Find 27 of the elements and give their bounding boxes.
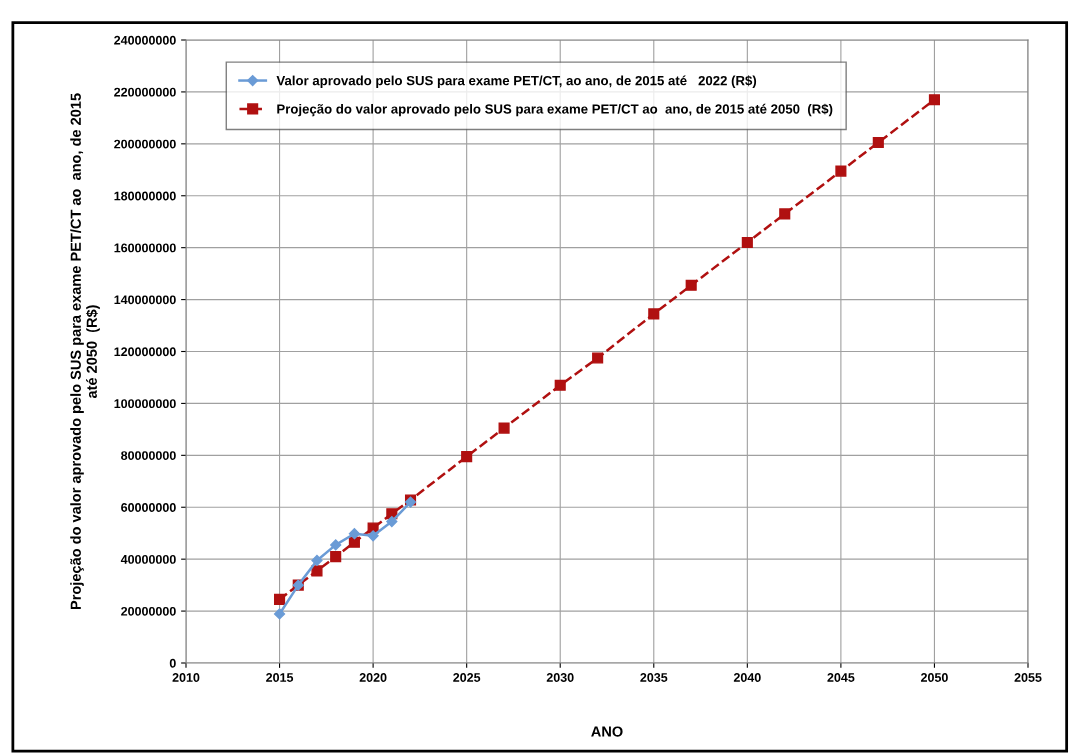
x-tick-label: 2035: [640, 673, 668, 682]
x-tick-label: 2045: [827, 673, 855, 682]
y-tick-label: 0: [169, 658, 176, 668]
y-tick-label: 240000000: [114, 35, 176, 45]
x-tick-label: 2015: [266, 673, 294, 682]
x-tick-label: 2025: [453, 673, 481, 682]
y-tick-label: 160000000: [114, 243, 176, 253]
y-tick-label: 220000000: [114, 87, 176, 97]
x-axis-title: ANO: [591, 726, 623, 737]
x-tick-label: 2020: [359, 673, 387, 682]
y-tick-label: 180000000: [114, 191, 176, 201]
x-tick-label: 2050: [920, 673, 948, 682]
legend-label: Valor aprovado pelo SUS para exame PET/CT, ao ano, de 2015 até 2022 (R$): [276, 75, 757, 88]
x-tick-label: 2040: [733, 673, 761, 682]
y-tick-label: 140000000: [114, 295, 176, 305]
y-tick-label: 20000000: [121, 606, 176, 616]
y-tick-label: 80000000: [121, 451, 176, 460]
y-tick-label: 40000000: [120, 554, 176, 564]
y-axis-title: Projeção do valor aprovado pelo SUS para exame PET/CT ao ano, de 2015 até 2050 (R$): [70, 93, 100, 610]
y-tick-label: 60000000: [121, 503, 176, 512]
legend-label: Projeção do valor aprovado pelo SUS para exame PET/CT ao ano, de 2015 até 2050 (R$): [277, 103, 833, 117]
y-tick-label: 200000000: [114, 139, 176, 149]
x-tick-label: 2010: [172, 673, 200, 682]
x-tick-label: 2030: [546, 673, 574, 682]
x-tick-label: 2055: [1014, 673, 1042, 682]
y-tick-label: 100000000: [114, 399, 176, 409]
y-tick-label: 120000000: [114, 347, 176, 357]
